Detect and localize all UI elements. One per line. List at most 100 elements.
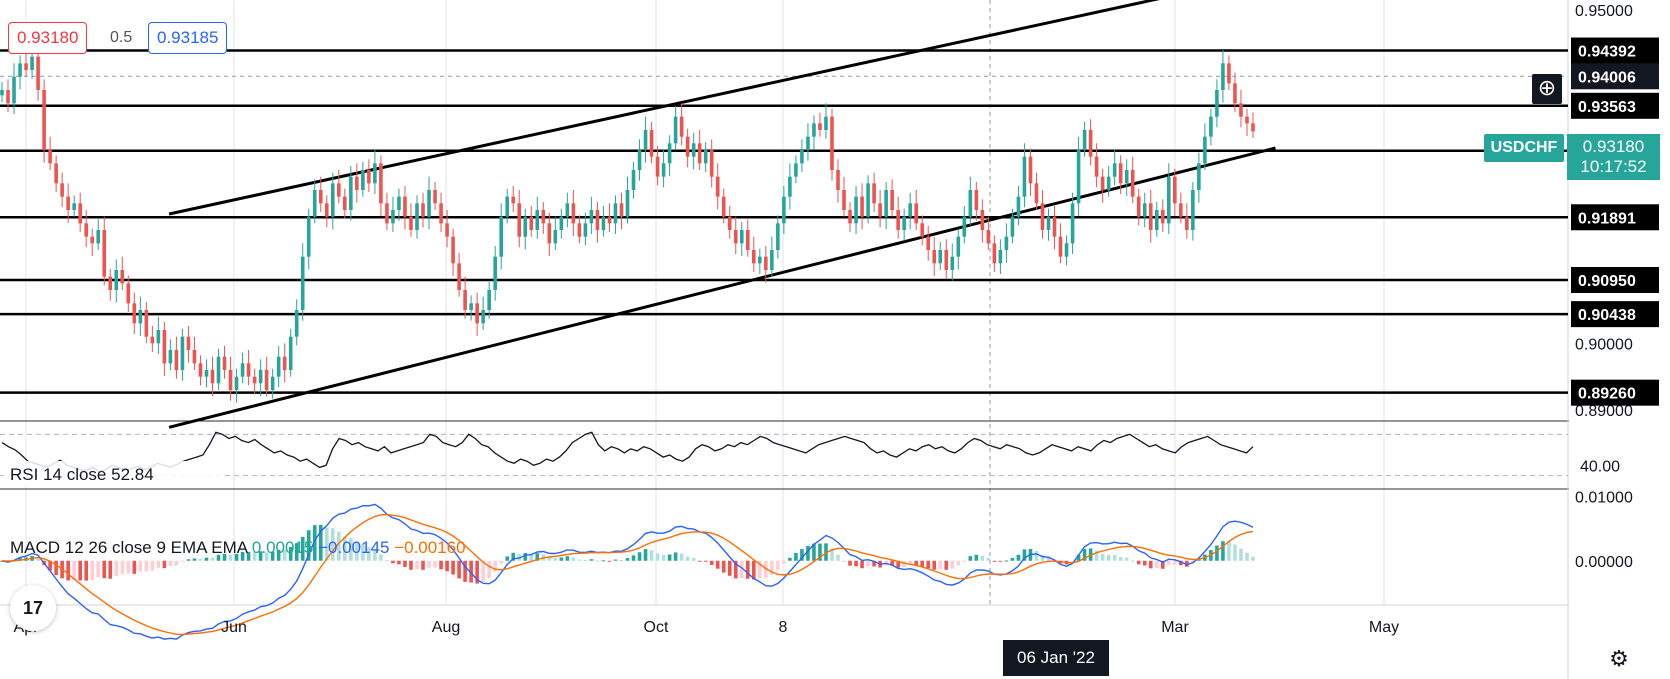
candle-body bbox=[367, 170, 371, 184]
candle-body bbox=[355, 176, 359, 190]
candle-body bbox=[318, 190, 323, 204]
candle-body bbox=[932, 250, 937, 264]
macd-histogram-bar bbox=[463, 560, 467, 582]
macd-histogram-bar bbox=[667, 554, 672, 561]
candle-body bbox=[968, 190, 973, 217]
macd-histogram-bar bbox=[643, 549, 648, 561]
candle-body bbox=[1064, 243, 1069, 257]
candle-body bbox=[884, 190, 888, 217]
sell-price-box[interactable]: 0.93180 bbox=[8, 22, 88, 54]
macd-histogram-bar bbox=[565, 556, 570, 561]
candle-body bbox=[240, 363, 245, 377]
macd-histogram-bar bbox=[709, 560, 714, 565]
candle-body bbox=[0, 90, 4, 96]
macd-histogram-bar bbox=[1004, 560, 1009, 562]
macd-histogram-bar bbox=[1215, 545, 1219, 561]
candle-body bbox=[1004, 236, 1009, 250]
macd-histogram-bar bbox=[1112, 554, 1117, 561]
candle-body bbox=[866, 183, 870, 217]
macd-histogram-bar bbox=[367, 547, 371, 561]
candle-body bbox=[150, 336, 155, 344]
macd-histogram-bar bbox=[968, 556, 973, 561]
macd-histogram-bar bbox=[836, 554, 840, 561]
candle-body bbox=[836, 170, 840, 190]
macd-histogram-bar bbox=[1040, 555, 1045, 561]
trend-channel[interactable] bbox=[168, 0, 1276, 429]
candle-body bbox=[1221, 63, 1225, 90]
time-axis-label: Oct bbox=[644, 619, 669, 636]
macd-histogram-bar bbox=[120, 560, 125, 575]
level-price-label: 0.93563 bbox=[1578, 99, 1636, 116]
candle-body bbox=[848, 210, 852, 224]
candle-body bbox=[397, 196, 401, 210]
macd-histogram-bar bbox=[986, 557, 991, 561]
candle-body bbox=[577, 223, 582, 237]
macd-histogram-bar bbox=[475, 560, 479, 584]
macd-histogram-bar bbox=[204, 557, 209, 561]
candle-body bbox=[294, 310, 299, 337]
macd-histogram-bar bbox=[228, 554, 233, 561]
candle-body bbox=[415, 203, 419, 230]
candle-body bbox=[36, 56, 40, 90]
candle-body bbox=[944, 250, 949, 270]
macd-histogram-bar bbox=[1076, 554, 1081, 561]
candle-body bbox=[655, 156, 660, 177]
signal-line-value: −0.00160 bbox=[394, 538, 465, 557]
buy-price-box[interactable]: 0.93185 bbox=[148, 22, 228, 54]
macd-histogram-bar bbox=[1136, 560, 1141, 565]
candle-body bbox=[300, 256, 305, 310]
channel-lower-line bbox=[168, 146, 1276, 429]
macd-histogram-bar bbox=[1166, 560, 1171, 565]
macd-histogram-bar bbox=[691, 557, 696, 561]
level-price-tag bbox=[1571, 267, 1659, 293]
candle-body bbox=[132, 303, 137, 324]
macd-histogram-bar bbox=[114, 560, 119, 577]
gear-icon[interactable]: ⚙ bbox=[1609, 646, 1629, 671]
candle-body bbox=[469, 303, 473, 310]
candle-body bbox=[872, 183, 876, 204]
macd-histogram-bar bbox=[306, 530, 311, 561]
candle-body bbox=[776, 223, 780, 250]
candle-body bbox=[986, 230, 991, 244]
candle-body bbox=[120, 270, 125, 284]
macd-histogram-bar bbox=[577, 559, 582, 561]
candle-body bbox=[631, 170, 636, 190]
macd-histogram-bar bbox=[445, 560, 449, 572]
rsi-label: RSI 14 close 52.84 bbox=[10, 465, 154, 484]
macd-histogram-bar bbox=[234, 553, 239, 561]
macd-histogram-bar bbox=[216, 554, 221, 561]
candle-body bbox=[739, 230, 744, 244]
horizontal-levels[interactable] bbox=[0, 49, 1568, 394]
candle-body bbox=[733, 230, 738, 244]
macd-histogram-bar bbox=[631, 555, 636, 561]
candle-body bbox=[1166, 176, 1171, 224]
candle-body bbox=[782, 196, 786, 224]
candle-body bbox=[764, 256, 768, 270]
macd-histogram-bar bbox=[872, 560, 876, 567]
plus-circle-icon[interactable]: ⊕ bbox=[1532, 74, 1562, 104]
candle-body bbox=[385, 203, 389, 224]
macd-histogram-bar bbox=[535, 553, 540, 561]
candle-body bbox=[475, 303, 479, 324]
macd-histogram-bar bbox=[914, 560, 918, 566]
candle-body bbox=[770, 250, 774, 270]
candle-body bbox=[517, 203, 522, 237]
time-axis[interactable]: AprJunAugOct8MarMay bbox=[14, 619, 1400, 636]
macd-histogram-bar bbox=[198, 558, 203, 561]
candle-body bbox=[962, 216, 967, 237]
candle-body bbox=[349, 176, 353, 210]
candle-body bbox=[697, 143, 702, 164]
price-axis[interactable]: 0.950000.900000.890000.943920.935630.928… bbox=[1569, 0, 1670, 679]
level-price-tag bbox=[1571, 301, 1659, 328]
time-axis-label: 8 bbox=[779, 619, 788, 636]
candle-body bbox=[956, 236, 961, 257]
candle-body bbox=[890, 190, 894, 210]
macd-histogram-bar bbox=[523, 552, 528, 561]
tradingview-logo-icon[interactable]: 17 bbox=[10, 585, 56, 631]
spread-value: 0.5 bbox=[110, 29, 133, 46]
macd-histogram-bar bbox=[661, 554, 666, 561]
candle-body bbox=[204, 370, 209, 377]
candle-body bbox=[391, 210, 395, 224]
